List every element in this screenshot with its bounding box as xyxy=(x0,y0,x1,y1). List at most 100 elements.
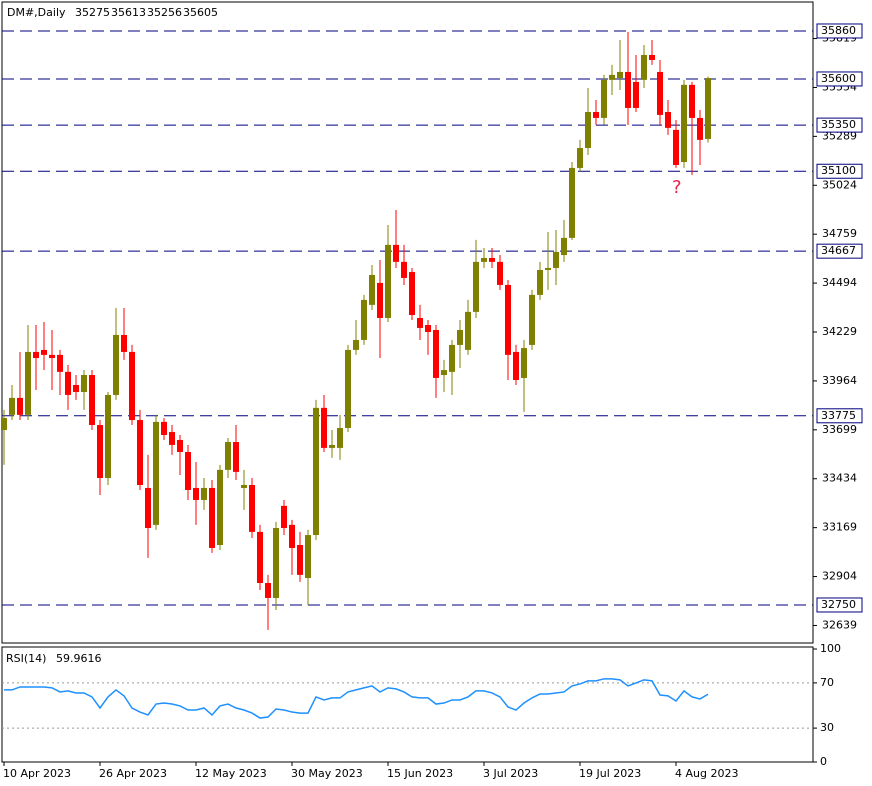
candle-body xyxy=(545,267,551,270)
candle-body xyxy=(145,487,151,529)
y-tick-label: 33169 xyxy=(822,521,857,534)
y-tick-label: 34759 xyxy=(822,227,857,240)
y-tick-label: 0 xyxy=(820,755,827,768)
candle-body xyxy=(137,420,143,486)
candle-body xyxy=(673,129,679,165)
candle-body xyxy=(289,524,295,548)
candle-body xyxy=(129,351,135,421)
level-label: 35600 xyxy=(821,72,856,85)
level-label: 35860 xyxy=(821,24,856,37)
candle-body xyxy=(457,329,463,345)
level-label: 33775 xyxy=(821,409,856,422)
level-label: 35100 xyxy=(821,164,856,177)
candle-body xyxy=(161,421,167,435)
y-tick-label: 100 xyxy=(820,642,841,655)
candle-body xyxy=(593,112,599,118)
candle-body xyxy=(537,269,543,295)
candle-body xyxy=(73,384,79,392)
level-box xyxy=(816,597,863,613)
candle-body xyxy=(681,84,687,163)
x-tick-label: 4 Aug 2023 xyxy=(675,767,738,780)
x-tick-label: 26 Apr 2023 xyxy=(99,767,167,780)
rsi-value: 59.9616 xyxy=(56,652,102,665)
candle-body xyxy=(177,439,183,452)
candle-body xyxy=(201,487,207,500)
candle-body xyxy=(265,583,271,598)
candle-body xyxy=(97,425,103,478)
candle-body xyxy=(209,487,215,548)
candle-body xyxy=(665,112,671,128)
candle-body xyxy=(1,418,7,431)
candle-body xyxy=(441,370,447,376)
y-tick-label: 34229 xyxy=(822,325,857,338)
candle-body xyxy=(689,84,695,118)
candle-body xyxy=(89,375,95,426)
candle-body xyxy=(577,147,583,168)
candle-body xyxy=(561,237,567,256)
x-tick-label: 19 Jul 2023 xyxy=(579,767,641,780)
y-tick-label: 34494 xyxy=(822,276,857,289)
header-value: 35605 xyxy=(183,6,218,19)
candle-body xyxy=(609,74,615,80)
annotation: ? xyxy=(672,177,682,198)
level-box xyxy=(816,23,863,39)
x-tick-label: 30 May 2023 xyxy=(291,767,363,780)
candle-body xyxy=(633,81,639,108)
candle-body xyxy=(297,544,303,575)
candle-body xyxy=(249,485,255,532)
header-value: 35256 xyxy=(147,6,182,19)
candle-body xyxy=(233,442,239,472)
candle-body xyxy=(705,78,711,139)
candle-body xyxy=(465,311,471,350)
rsi-line xyxy=(4,678,709,719)
header-value: 35275 xyxy=(75,6,110,19)
candle-body xyxy=(585,112,591,148)
candle-body xyxy=(49,354,55,359)
level-box xyxy=(816,71,863,87)
candle-body xyxy=(313,407,319,536)
level-label: 32750 xyxy=(821,598,856,611)
candle-body xyxy=(81,375,87,392)
candle-body xyxy=(417,317,423,328)
candle-body xyxy=(601,79,607,118)
candle-body xyxy=(449,344,455,372)
candle-body xyxy=(169,432,175,445)
y-tick-label: 32904 xyxy=(822,570,857,583)
candle-body xyxy=(321,407,327,448)
candle-body xyxy=(657,71,663,115)
y-tick-label: 32639 xyxy=(822,618,857,631)
y-tick-label: 70 xyxy=(820,676,834,689)
candle-body xyxy=(505,284,511,355)
x-tick-label: 3 Jul 2023 xyxy=(483,767,538,780)
candle-body xyxy=(409,272,415,316)
candle-body xyxy=(185,451,191,490)
candle-body xyxy=(41,349,47,355)
level-label: 35350 xyxy=(821,118,856,131)
level-box xyxy=(816,163,863,179)
candle-body xyxy=(25,351,31,415)
rsi-panel xyxy=(1,646,814,763)
candle-body xyxy=(217,469,223,545)
candle-body xyxy=(649,54,655,60)
candle-body xyxy=(273,528,279,598)
candle-body xyxy=(569,167,575,238)
candle-body xyxy=(641,54,647,80)
x-tick-label: 10 Apr 2023 xyxy=(3,767,71,780)
candle-body xyxy=(377,282,383,318)
level-box xyxy=(816,243,863,259)
level-box xyxy=(816,117,863,133)
candle-body xyxy=(121,334,127,352)
header-value: 35613 xyxy=(111,6,146,19)
candle-body xyxy=(489,257,495,262)
candle-body xyxy=(425,324,431,333)
candle-body xyxy=(193,487,199,500)
candle-body xyxy=(521,348,527,378)
y-tick-label: 30 xyxy=(820,721,834,734)
candle-body xyxy=(625,71,631,108)
candle-body xyxy=(385,244,391,318)
candle-body xyxy=(345,349,351,428)
candle-body xyxy=(513,351,519,380)
candle-body xyxy=(473,261,479,312)
candle-body xyxy=(401,261,407,278)
